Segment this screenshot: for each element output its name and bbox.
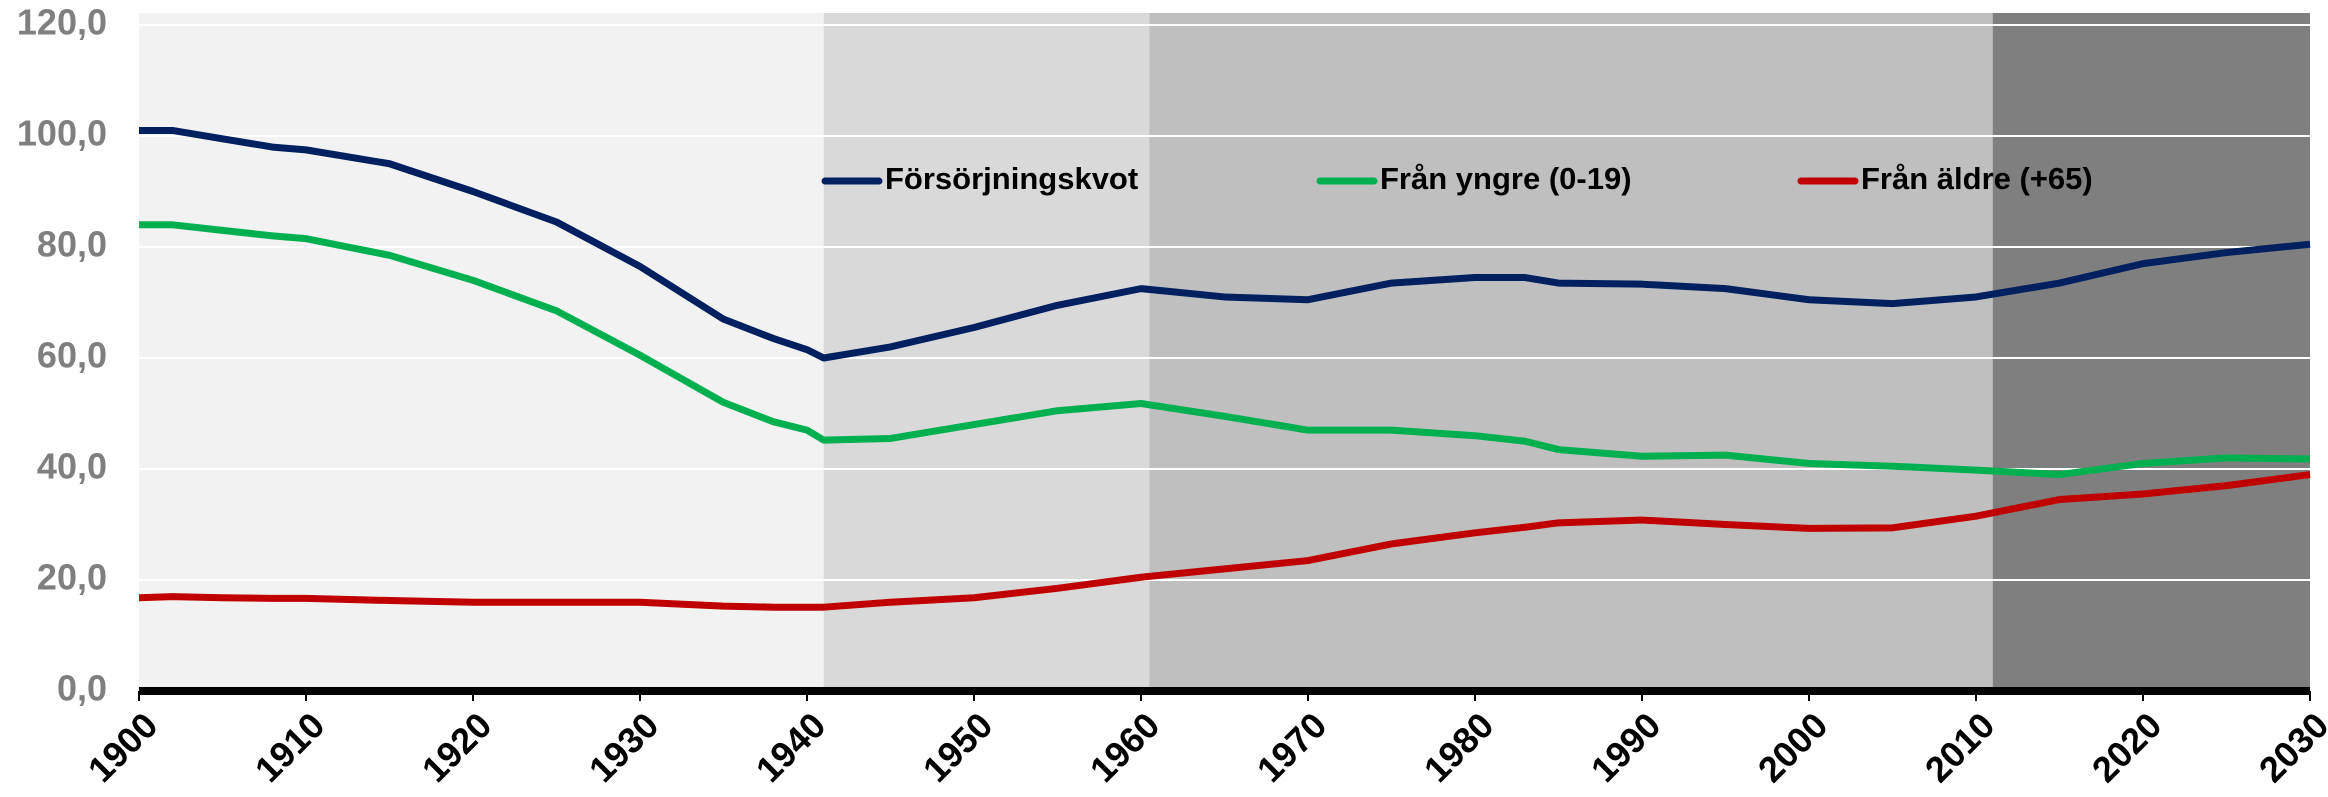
legend-label: Försörjningskvot — [885, 161, 1138, 196]
x-tick-label: 1970 — [1249, 704, 1335, 790]
period-band — [1992, 13, 2310, 691]
x-tick-label: 1900 — [80, 704, 166, 790]
y-tick-label: 100,0 — [17, 113, 107, 154]
x-tick-label: 1950 — [915, 704, 1001, 790]
x-tick-label: 1990 — [1583, 704, 1669, 790]
series-line — [139, 221, 2311, 479]
x-tick-label: 1980 — [1416, 704, 1502, 790]
legend-label: Från yngre (0-19) — [1380, 161, 1632, 196]
period-band — [1149, 13, 1993, 691]
x-tick-label: 1910 — [247, 704, 333, 790]
x-tick-label: 2020 — [2084, 704, 2170, 790]
series-line — [139, 126, 2311, 362]
x-tick-label: 1930 — [581, 704, 667, 790]
x-tick-label: 1920 — [414, 704, 500, 790]
x-tick-label: 2010 — [1917, 704, 2003, 790]
y-tick-label: 120,0 — [17, 2, 107, 43]
x-tick-label: 2000 — [1750, 704, 1836, 790]
series-line — [138, 471, 2311, 611]
y-tick-label: 20,0 — [37, 557, 107, 598]
y-tick-label: 60,0 — [37, 335, 107, 376]
y-tick-label: 40,0 — [37, 446, 107, 487]
x-tick-label: 1940 — [748, 704, 834, 790]
legend-label: Från äldre (+65) — [1861, 161, 2093, 196]
x-tick-label: 2030 — [2251, 704, 2328, 790]
x-tick-label: 1960 — [1082, 704, 1168, 790]
y-tick-label: 0,0 — [57, 668, 107, 709]
period-band — [139, 13, 824, 691]
y-tick-label: 80,0 — [37, 224, 107, 265]
